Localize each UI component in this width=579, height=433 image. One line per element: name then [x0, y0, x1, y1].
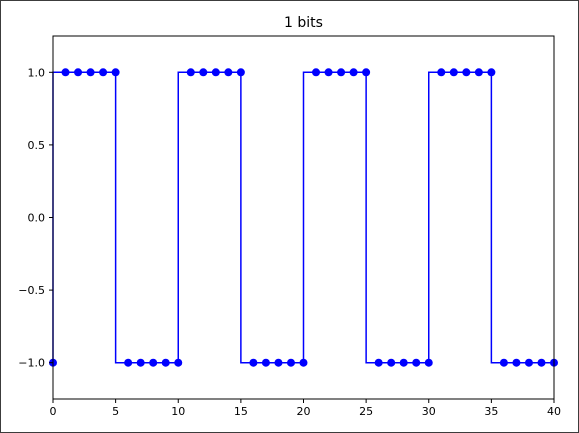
data-point: [474, 68, 483, 77]
y-tick-label: 1.0: [28, 66, 46, 79]
data-point: [462, 68, 471, 77]
data-point: [437, 68, 446, 77]
data-point: [449, 68, 458, 77]
data-point: [124, 358, 133, 367]
data-point: [99, 68, 108, 77]
x-tick-label: 10: [171, 405, 185, 418]
data-point: [537, 358, 546, 367]
data-point: [174, 358, 183, 367]
data-point: [136, 358, 145, 367]
data-point: [487, 68, 496, 77]
data-point: [499, 358, 508, 367]
series-layer: [52, 71, 554, 364]
axes-layer: 0 5 10 15 20 25 30 35 40 1.0 0.5 0.0 −0.5 −1.0: [18, 35, 561, 418]
data-point: [387, 358, 396, 367]
data-point: [349, 68, 358, 77]
data-point: [86, 68, 95, 77]
data-point: [524, 358, 533, 367]
marker-layer: [49, 68, 558, 367]
data-point: [111, 68, 120, 77]
data-point: [512, 358, 521, 367]
data-point: [324, 68, 333, 77]
x-tick-label: 20: [297, 405, 311, 418]
chart-title: 1 bits: [284, 15, 323, 31]
data-point: [312, 68, 321, 77]
data-point: [374, 358, 383, 367]
data-point: [161, 358, 170, 367]
data-point: [211, 68, 220, 77]
data-point: [61, 68, 70, 77]
data-point: [299, 358, 308, 367]
data-point: [337, 68, 346, 77]
data-point: [274, 358, 283, 367]
data-point: [362, 68, 371, 77]
data-point: [286, 358, 295, 367]
data-point: [199, 68, 208, 77]
x-tick-label: 15: [234, 405, 248, 418]
data-point: [186, 68, 195, 77]
y-tick-label: −1.0: [18, 357, 45, 370]
data-point: [74, 68, 83, 77]
data-point: [261, 358, 270, 367]
x-tick-label: 35: [484, 405, 498, 418]
data-point: [236, 68, 245, 77]
data-point: [149, 358, 158, 367]
data-point: [399, 358, 408, 367]
x-tick-label: 25: [359, 405, 373, 418]
x-tick-label: 5: [112, 405, 119, 418]
y-tick-label: 0.0: [28, 212, 46, 225]
x-tick-label: 0: [50, 405, 57, 418]
data-point: [224, 68, 233, 77]
series-line: [52, 71, 554, 364]
data-point: [424, 358, 433, 367]
y-tick-label: 0.5: [28, 139, 46, 152]
x-tick-label: 40: [547, 405, 561, 418]
x-tick-label: 30: [422, 405, 436, 418]
data-point: [249, 358, 258, 367]
y-tick-label: −0.5: [18, 284, 45, 297]
data-point: [412, 358, 421, 367]
